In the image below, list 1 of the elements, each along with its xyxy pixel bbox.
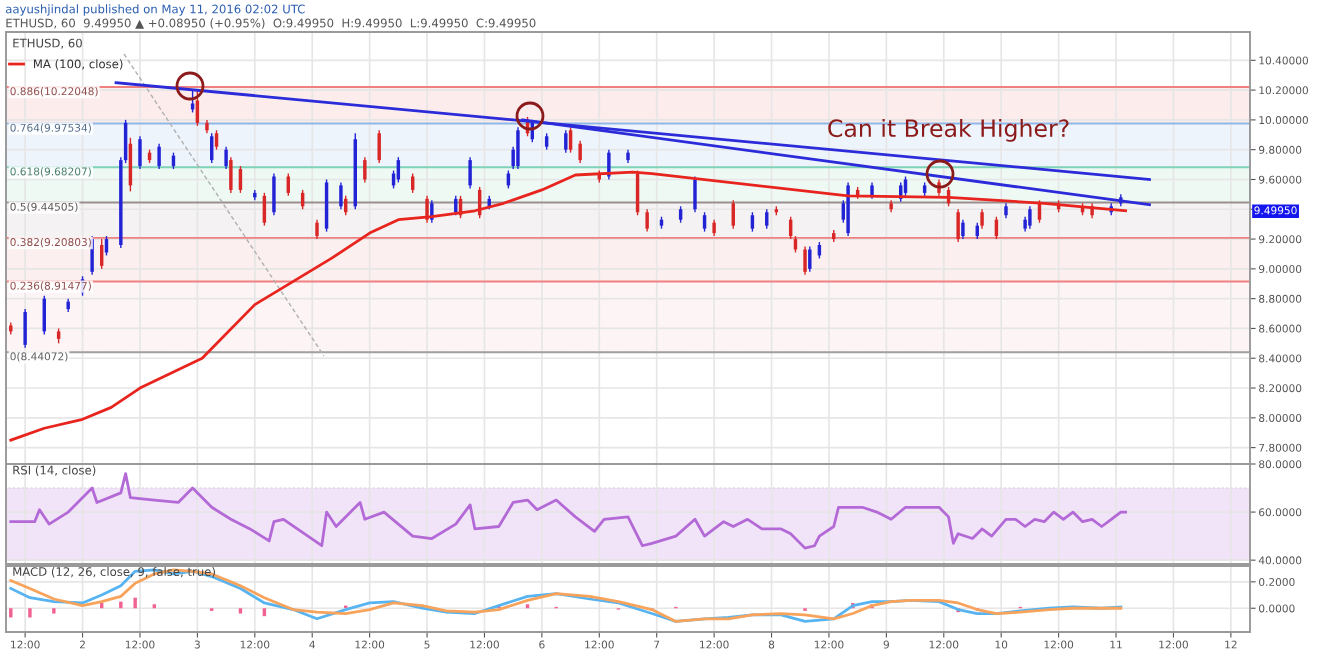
annotation: Can it Break Higher?: [828, 118, 1069, 142]
